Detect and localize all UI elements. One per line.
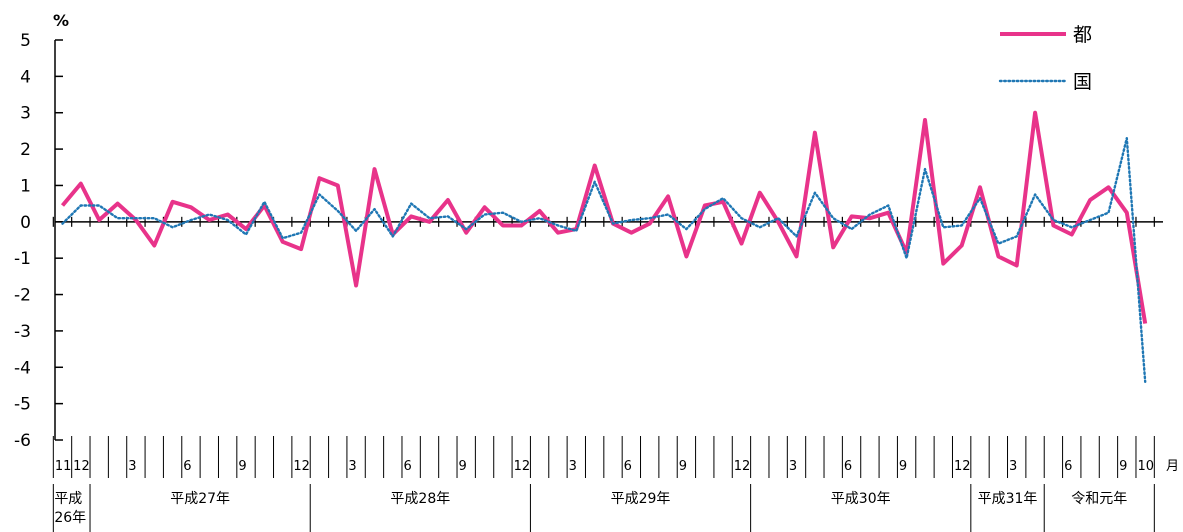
y-tick-label: -5: [14, 395, 31, 415]
year-label: 平成29年: [611, 491, 671, 507]
y-unit-label: %: [53, 11, 69, 30]
year-label: 26年: [54, 510, 86, 526]
month-label: 12: [734, 459, 751, 474]
month-label: 12: [73, 459, 90, 474]
y-tick-label: -1: [14, 249, 31, 269]
month-label: 3: [789, 459, 797, 474]
y-tick-label: -3: [14, 322, 31, 342]
month-label: 12: [954, 459, 971, 474]
month-label: 3: [569, 459, 577, 474]
y-tick-label: -4: [14, 358, 31, 378]
y-tick-label: 2: [20, 140, 31, 160]
month-labels: 11 12 3 6 9 12 3 6 9 12 3 6 9 12 3 6 9 12 3 6 9 10: [52, 436, 1155, 478]
series-lines: [60, 110, 1148, 383]
month-label: 9: [1119, 459, 1127, 474]
month-label: 3: [348, 459, 356, 474]
y-tick-label: 1: [20, 176, 31, 196]
legend: 都国: [998, 24, 1092, 93]
month-label: 3: [128, 459, 136, 474]
month-label: 9: [459, 459, 467, 474]
month-label: 12: [293, 459, 310, 474]
y-tick-label: 3: [20, 104, 31, 124]
y-tick-label: 4: [20, 67, 31, 87]
year-groups: 平成 26年 平成27年 平成28年 平成29年 平成30年 平成31年 令和元年: [52, 484, 1155, 532]
y-tick-label: -2: [14, 286, 31, 306]
month-label: 9: [679, 459, 687, 474]
month-label: 6: [844, 459, 852, 474]
month-label: 9: [899, 459, 907, 474]
year-label: 平成31年: [978, 491, 1038, 507]
month-label: 11: [55, 459, 72, 474]
month-label: 6: [403, 459, 411, 474]
series-line-tokyo: [60, 110, 1148, 324]
y-axis: 5 4 3 2 1 0 -1 -2 -3 -4 -5 -6: [14, 31, 63, 451]
legend-label: 国: [1073, 71, 1092, 93]
month-label: 6: [1064, 459, 1072, 474]
y-tick-label: 5: [20, 31, 31, 51]
month-label: 6: [183, 459, 191, 474]
month-label: 6: [624, 459, 632, 474]
x-unit-label: 月: [1166, 459, 1179, 474]
y-tick-label: -6: [14, 431, 31, 451]
month-label: 12: [514, 459, 531, 474]
year-label: 平成30年: [831, 491, 891, 507]
series-line-national: [61, 136, 1147, 383]
month-label: 3: [1009, 459, 1017, 474]
month-label: 9: [238, 459, 246, 474]
year-label: 平成: [54, 491, 82, 507]
month-label: 10: [1137, 459, 1154, 474]
year-label: 平成27年: [170, 491, 230, 507]
legend-label: 都: [1073, 24, 1092, 46]
year-label: 令和元年: [1071, 491, 1127, 507]
year-label: 平成28年: [390, 491, 450, 507]
y-tick-label: 0: [20, 213, 31, 233]
